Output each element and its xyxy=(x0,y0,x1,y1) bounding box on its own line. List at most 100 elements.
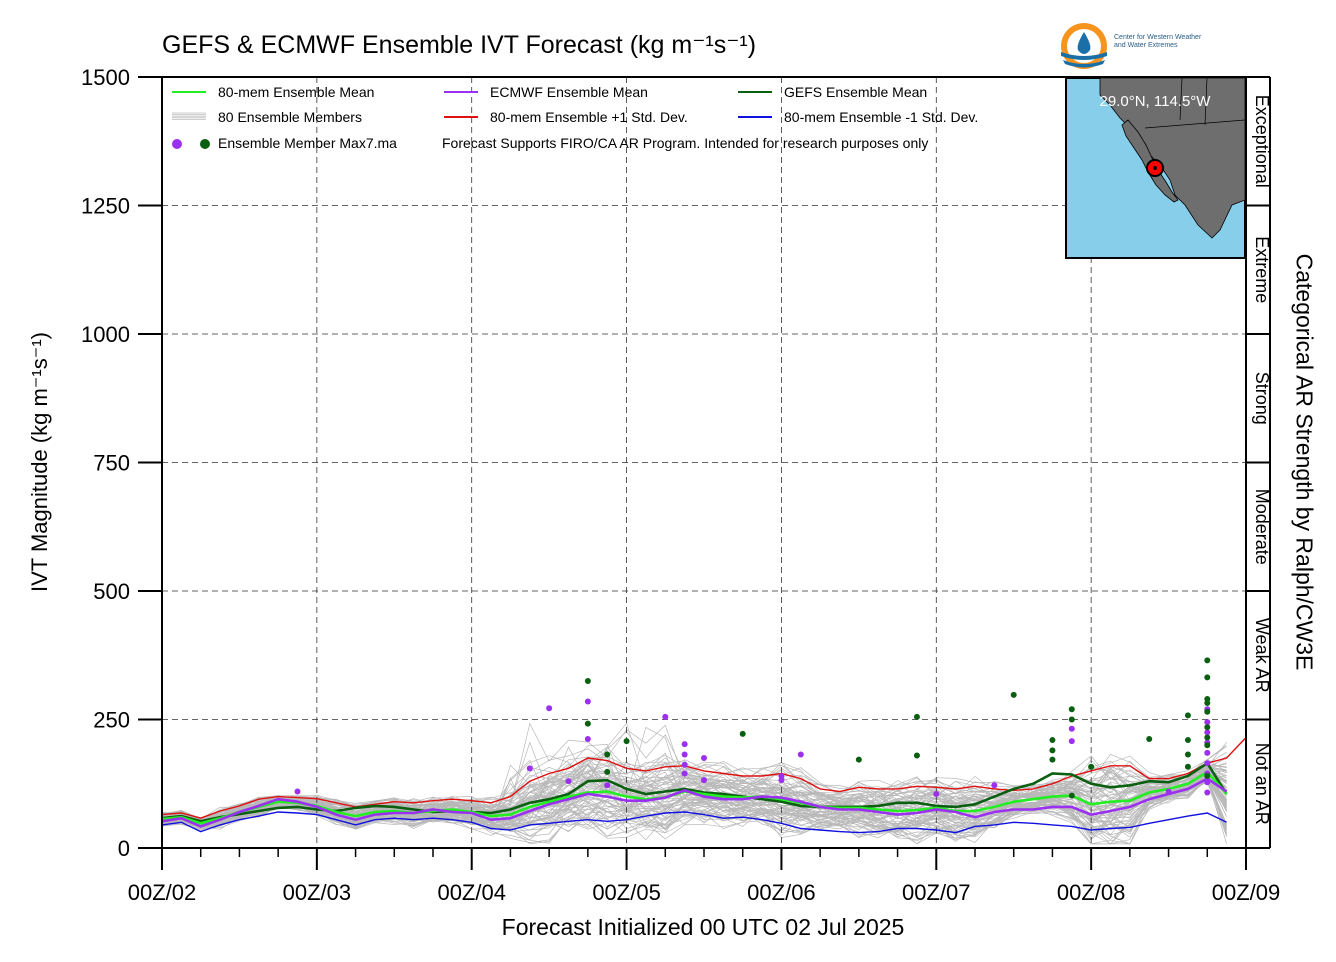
x-tick-label: 00Z/08 xyxy=(1057,880,1126,905)
max-point xyxy=(1204,734,1211,741)
x-tick-label: 00Z/09 xyxy=(1212,880,1281,905)
state-borders xyxy=(1144,77,1246,129)
max-point xyxy=(1204,760,1211,767)
max-point xyxy=(1204,674,1211,681)
max-point xyxy=(1068,706,1075,713)
max-point xyxy=(797,751,804,758)
max-point xyxy=(546,705,553,712)
ensemble-member-line xyxy=(161,778,1227,827)
max-point xyxy=(623,738,630,745)
max-point xyxy=(1184,737,1191,744)
max-point xyxy=(662,713,669,720)
legend-mean80: 80-mem Ensemble Mean xyxy=(218,84,374,100)
legend-gefs: GEFS Ensemble Mean xyxy=(784,84,927,100)
max-point xyxy=(1184,712,1191,719)
max-point xyxy=(1204,724,1211,731)
grid-lines xyxy=(162,77,1246,848)
max-point xyxy=(604,782,611,789)
max-point xyxy=(1049,747,1056,754)
max-point xyxy=(1068,738,1075,745)
max-point xyxy=(1146,736,1153,743)
max-point xyxy=(1204,719,1211,726)
max-point xyxy=(1049,737,1056,744)
max-point xyxy=(604,751,611,758)
max-point xyxy=(584,677,591,684)
map-location-label: 29.0°N, 114.5°W xyxy=(1100,93,1212,110)
category-label: Strong xyxy=(1252,372,1272,425)
max-point xyxy=(1184,751,1191,758)
max-point xyxy=(681,741,688,748)
x-tick-label: 00Z/07 xyxy=(902,880,971,905)
max-point xyxy=(1204,657,1211,664)
y-tick-label: 1250 xyxy=(81,194,130,219)
y-tick-label: 0 xyxy=(118,836,130,861)
max-point xyxy=(1184,763,1191,770)
series-line xyxy=(161,761,1228,823)
legend-dots: Ensemble Member Max7.ma xyxy=(218,135,397,151)
max-point xyxy=(1068,725,1075,732)
max-point xyxy=(1049,756,1056,763)
max-point xyxy=(1088,763,1095,770)
max-point xyxy=(1204,789,1211,796)
max-point xyxy=(1068,716,1075,723)
max-point xyxy=(913,713,920,720)
max-point xyxy=(1204,749,1211,756)
x-tick-label: 00Z/06 xyxy=(747,880,816,905)
x-tick-label: 00Z/05 xyxy=(592,880,661,905)
max-point xyxy=(681,751,688,758)
legend: 80-mem Ensemble Mean 80 Ensemble Members E… xyxy=(172,84,978,151)
max-point xyxy=(604,768,611,775)
category-label: Not an AR xyxy=(1252,743,1272,825)
x-tick-label: 00Z/02 xyxy=(128,880,197,905)
max-point xyxy=(1204,742,1211,749)
max-point xyxy=(1204,708,1211,715)
y-tick-label: 750 xyxy=(93,451,130,476)
chart-title: GEFS & ECMWF Ensemble IVT Forecast (kg m… xyxy=(162,31,757,59)
max-point xyxy=(294,788,301,795)
max-point xyxy=(913,752,920,759)
max-point xyxy=(739,730,746,737)
max-points xyxy=(294,657,1211,799)
x-tick-label: 00Z/04 xyxy=(437,880,506,905)
series-line xyxy=(161,737,1247,819)
ensemble-member-line xyxy=(161,764,1227,822)
max-point xyxy=(855,756,862,763)
x-tick-label: 00Z/03 xyxy=(283,880,352,905)
category-label: Weak AR xyxy=(1252,618,1272,693)
ensemble-member-line xyxy=(161,773,1227,837)
ensemble-member-line xyxy=(161,762,1227,820)
max-point xyxy=(1204,773,1211,780)
y-tick-label: 500 xyxy=(93,579,130,604)
cw3e-logo xyxy=(1061,23,1107,69)
legend-ecmwf: ECMWF Ensemble Mean xyxy=(490,84,648,100)
legend-note: Forecast Supports FIRO/CA AR Program. In… xyxy=(442,135,928,151)
max-point xyxy=(778,773,785,780)
category-label: Exceptional xyxy=(1252,95,1272,188)
location-map: 29.0°N, 114.5°W xyxy=(1065,77,1246,259)
max-point xyxy=(584,720,591,727)
max-point xyxy=(681,770,688,777)
max-point xyxy=(701,755,707,762)
y-tick-label: 1500 xyxy=(81,65,130,90)
land-mass xyxy=(1099,77,1246,239)
max-point xyxy=(1204,695,1211,702)
max-point xyxy=(1204,700,1211,707)
series-line xyxy=(161,811,1227,834)
max-point xyxy=(701,777,707,784)
axes: 0 250 500 750 1000 1250 1500 00Z/02 00Z/03 00Z/04… xyxy=(81,65,1280,905)
max-point xyxy=(1165,788,1172,795)
max-point xyxy=(526,765,533,772)
legend-plus: 80-mem Ensemble +1 Std. Dev. xyxy=(490,109,688,125)
ensemble-member-line xyxy=(161,744,1227,820)
x-axis-label: Forecast Initialized 00 UTC 02 Jul 2025 xyxy=(501,914,905,940)
category-label: Extreme xyxy=(1252,236,1272,303)
category-label: Moderate xyxy=(1252,489,1272,565)
max-point xyxy=(933,791,940,798)
legend-minus: 80-mem Ensemble -1 Std. Dev. xyxy=(784,109,978,125)
ensemble-member-line xyxy=(161,751,1227,821)
max-point xyxy=(565,778,572,785)
ensemble-member-line xyxy=(161,764,1227,822)
max-point xyxy=(1010,691,1017,698)
max-point xyxy=(681,761,688,768)
